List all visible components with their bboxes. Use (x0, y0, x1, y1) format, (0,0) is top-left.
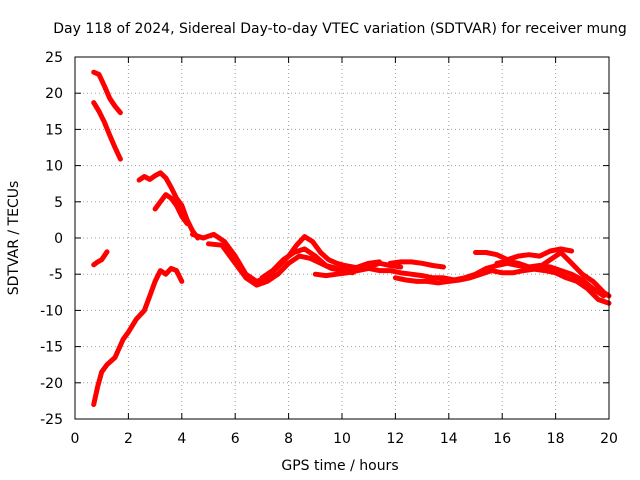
x-tick-label: 6 (231, 431, 240, 447)
x-tick-label: 16 (493, 431, 511, 447)
y-tick-label: -20 (40, 376, 63, 392)
series-line-arc12 (387, 259, 446, 270)
series-line-arc11 (392, 266, 612, 306)
x-tick-label: 18 (547, 431, 565, 447)
x-tick-label: 8 (284, 431, 293, 447)
series-line-arc13 (473, 246, 575, 263)
series-line-arc3 (91, 249, 110, 268)
y-tick-label: 25 (45, 50, 63, 66)
x-tick-label: 12 (386, 431, 404, 447)
y-tick-label: -15 (40, 340, 63, 356)
y-tick-label: 20 (45, 86, 63, 102)
plot-frame (74, 56, 610, 420)
series-line-arc6 (152, 192, 190, 226)
chart-title: Day 118 of 2024, Sidereal Day-to-day VTE… (53, 21, 627, 37)
y-tick-label: -10 (40, 303, 63, 319)
series-group (91, 69, 612, 407)
series-line-arc14 (494, 250, 612, 299)
series-line-arc2 (91, 100, 123, 162)
y-tick-label: 5 (54, 195, 63, 211)
series-line-arc9 (259, 246, 382, 281)
y-tick-label: 0 (54, 231, 63, 247)
grid (75, 57, 609, 419)
x-tick-label: 14 (440, 431, 458, 447)
series-line-arc5 (136, 170, 201, 241)
series-line-arc1 (91, 69, 123, 116)
x-tick-label: 20 (600, 431, 618, 447)
x-tick-label: 10 (333, 431, 351, 447)
axis-ticks: 0 2 4 6 8 10 12 14 16 18 20 -25 -20 -15 -10 -5 0 5 10 15 20 2… (40, 50, 618, 447)
x-tick-label: 4 (177, 431, 186, 447)
y-tick-label: -5 (49, 267, 63, 283)
x-tick-label: 0 (71, 431, 80, 447)
y-axis-label: SDTVAR / TECUs (6, 181, 22, 296)
x-axis-label: GPS time / hours (281, 458, 398, 474)
y-tick-label: 15 (45, 122, 63, 138)
series-line-arc4 (91, 265, 185, 407)
y-tick-label: 10 (45, 159, 63, 175)
x-tick-label: 2 (124, 431, 133, 447)
y-tick-label: -25 (40, 412, 63, 428)
